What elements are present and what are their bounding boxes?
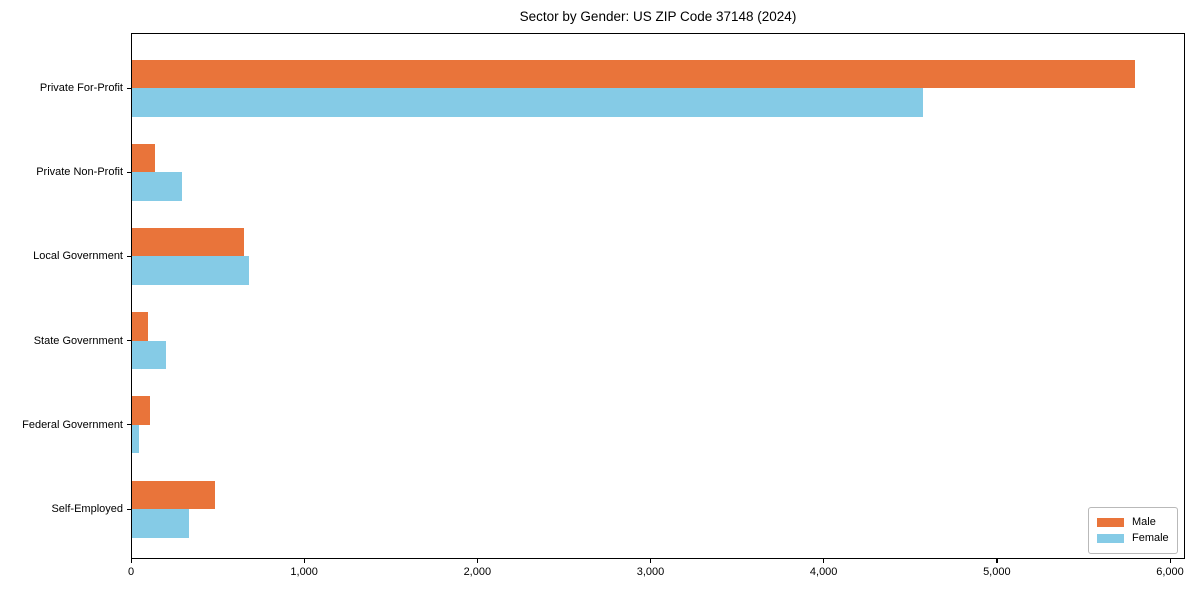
chart-title: Sector by Gender: US ZIP Code 37148 (202… — [519, 9, 797, 24]
legend-label: Male — [1132, 515, 1156, 528]
bar-female-4 — [132, 424, 139, 454]
y-tick-mark — [127, 171, 131, 173]
bar-female-0 — [132, 88, 924, 117]
x-axis-tick-label: 4,000 — [809, 566, 838, 578]
x-axis-tick-label: 6,000 — [1156, 566, 1184, 578]
female-swatch — [1097, 533, 1124, 543]
x-tick-mark — [130, 559, 132, 563]
y-tick-mark — [127, 424, 131, 426]
bar-male-2 — [132, 227, 244, 257]
legend-item-female: Female — [1097, 530, 1177, 546]
bar-female-2 — [132, 256, 249, 285]
bar-female-1 — [132, 172, 183, 201]
y-axis-label: Local Government — [33, 250, 123, 263]
bar-male-4 — [132, 396, 151, 425]
bar-female-5 — [132, 509, 190, 538]
y-tick-mark — [127, 508, 131, 510]
male-swatch — [1097, 517, 1124, 527]
bar-female-3 — [132, 340, 166, 370]
y-tick-mark — [127, 340, 131, 342]
x-axis-tick-label: 5,000 — [983, 566, 1011, 578]
y-axis-label: Federal Government — [22, 418, 123, 431]
legend-item-male: Male — [1097, 514, 1177, 530]
x-tick-mark — [1169, 559, 1171, 563]
x-tick-mark — [650, 559, 652, 563]
bar-male-0 — [132, 59, 1135, 88]
x-axis-tick-label: 0 — [127, 566, 135, 578]
legend-label: Female — [1132, 531, 1169, 544]
y-axis-label: Private Non-Profit — [36, 166, 123, 179]
y-tick-mark — [127, 255, 131, 258]
y-axis-label: State Government — [33, 334, 123, 347]
x-axis-tick-label: 2,000 — [463, 566, 492, 578]
legend: Male Female — [1088, 507, 1178, 554]
x-tick-mark — [476, 559, 479, 563]
x-tick-mark — [303, 559, 305, 563]
y-axis-label: Private For-Profit — [39, 82, 123, 94]
bar-male-5 — [132, 480, 216, 509]
plot-area — [131, 33, 1185, 559]
y-tick-mark — [127, 87, 131, 89]
x-axis-tick-label: 3,000 — [636, 566, 665, 578]
x-tick-mark — [996, 559, 998, 563]
y-axis-label: Self-Employed — [51, 503, 123, 515]
bar-male-3 — [132, 312, 148, 341]
x-tick-mark — [823, 559, 825, 563]
x-axis-tick-label: 1,000 — [290, 566, 318, 578]
bar-male-1 — [132, 143, 155, 173]
